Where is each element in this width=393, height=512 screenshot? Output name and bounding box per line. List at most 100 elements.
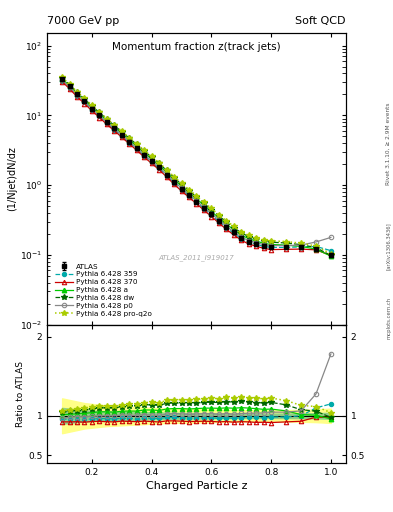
Pythia 6.428 a <box>157 162 162 168</box>
Pythia 6.428 a <box>187 189 191 196</box>
Pythia 6.428 370 <box>157 167 162 173</box>
Pythia 6.428 p0 <box>134 145 139 151</box>
Pythia 6.428 359 <box>172 180 176 186</box>
Pythia 6.428 359 <box>179 187 184 193</box>
Pythia 6.428 p0 <box>231 229 236 235</box>
Pythia 6.428 a <box>112 124 117 130</box>
Pythia 6.428 dw <box>246 233 251 240</box>
Pythia 6.428 pro-q2o <box>187 186 191 193</box>
Pythia 6.428 p0 <box>67 84 72 90</box>
Pythia 6.428 370 <box>134 147 139 154</box>
Pythia 6.428 359 <box>314 243 318 249</box>
Pythia 6.428 dw <box>149 154 154 160</box>
Text: mcplots.cern.ch: mcplots.cern.ch <box>386 296 391 338</box>
Pythia 6.428 a <box>299 243 303 249</box>
Pythia 6.428 p0 <box>60 77 64 83</box>
Pythia 6.428 dw <box>157 160 162 166</box>
Pythia 6.428 359 <box>164 173 169 179</box>
Pythia 6.428 a <box>119 131 124 137</box>
Pythia 6.428 dw <box>105 116 109 122</box>
Pythia 6.428 359 <box>187 193 191 199</box>
Pythia 6.428 370 <box>82 100 87 106</box>
Pythia 6.428 370 <box>75 94 79 100</box>
Text: 7000 GeV pp: 7000 GeV pp <box>47 16 119 26</box>
Pythia 6.428 p0 <box>269 243 274 249</box>
Pythia 6.428 359 <box>149 159 154 165</box>
Pythia 6.428 dw <box>97 110 102 116</box>
Pythia 6.428 359 <box>75 93 79 99</box>
Pythia 6.428 a <box>329 253 333 259</box>
Pythia 6.428 359 <box>299 244 303 250</box>
Pythia 6.428 370 <box>179 188 184 194</box>
Pythia 6.428 p0 <box>127 138 132 144</box>
Line: Pythia 6.428 370: Pythia 6.428 370 <box>60 79 333 258</box>
Pythia 6.428 370 <box>97 115 102 121</box>
Pythia 6.428 pro-q2o <box>75 89 79 95</box>
Pythia 6.428 a <box>246 236 251 242</box>
Pythia 6.428 pro-q2o <box>239 228 244 234</box>
Pythia 6.428 359 <box>239 236 244 242</box>
Pythia 6.428 a <box>284 242 288 248</box>
Pythia 6.428 370 <box>67 86 72 92</box>
Pythia 6.428 pro-q2o <box>164 166 169 173</box>
Pythia 6.428 p0 <box>246 238 251 244</box>
Pythia 6.428 p0 <box>149 158 154 164</box>
Pythia 6.428 359 <box>134 146 139 152</box>
Pythia 6.428 pro-q2o <box>97 109 102 115</box>
Pythia 6.428 p0 <box>142 152 147 158</box>
Pythia 6.428 dw <box>90 103 94 109</box>
Pythia 6.428 370 <box>105 121 109 127</box>
Pythia 6.428 a <box>269 241 274 247</box>
Pythia 6.428 dw <box>254 236 259 242</box>
Pythia 6.428 pro-q2o <box>299 240 303 246</box>
Pythia 6.428 p0 <box>119 132 124 138</box>
Pythia 6.428 p0 <box>284 243 288 249</box>
Pythia 6.428 p0 <box>224 223 229 229</box>
Pythia 6.428 a <box>172 177 176 183</box>
Pythia 6.428 pro-q2o <box>90 102 94 109</box>
Pythia 6.428 370 <box>202 207 206 213</box>
Pythia 6.428 p0 <box>329 234 333 241</box>
Pythia 6.428 370 <box>112 127 117 134</box>
Pythia 6.428 a <box>194 196 199 202</box>
Pythia 6.428 dw <box>60 75 64 81</box>
Pythia 6.428 pro-q2o <box>231 223 236 229</box>
Pythia 6.428 dw <box>269 239 274 245</box>
Pythia 6.428 dw <box>127 135 132 141</box>
Pythia 6.428 dw <box>284 240 288 246</box>
Pythia 6.428 370 <box>239 237 244 243</box>
Pythia 6.428 a <box>224 221 229 227</box>
Pythia 6.428 a <box>217 215 221 221</box>
Pythia 6.428 pro-q2o <box>284 239 288 245</box>
Pythia 6.428 p0 <box>179 185 184 191</box>
Text: ATLAS_2011_I919017: ATLAS_2011_I919017 <box>159 254 234 261</box>
Pythia 6.428 p0 <box>157 164 162 170</box>
Pythia 6.428 pro-q2o <box>194 193 199 199</box>
Pythia 6.428 dw <box>142 148 147 154</box>
Pythia 6.428 pro-q2o <box>67 81 72 87</box>
Pythia 6.428 pro-q2o <box>269 238 274 244</box>
Pythia 6.428 pro-q2o <box>134 141 139 147</box>
Pythia 6.428 p0 <box>217 217 221 223</box>
Pythia 6.428 dw <box>231 225 236 231</box>
Pythia 6.428 dw <box>82 96 87 102</box>
Pythia 6.428 370 <box>231 232 236 238</box>
Pythia 6.428 pro-q2o <box>142 147 147 154</box>
Pythia 6.428 359 <box>119 133 124 139</box>
Pythia 6.428 dw <box>75 90 79 96</box>
Pythia 6.428 359 <box>127 140 132 146</box>
Pythia 6.428 370 <box>254 243 259 249</box>
Pythia 6.428 359 <box>202 206 206 212</box>
Pythia 6.428 359 <box>231 230 236 237</box>
Pythia 6.428 a <box>179 183 184 189</box>
Pythia 6.428 pro-q2o <box>314 243 318 249</box>
Pythia 6.428 p0 <box>261 242 266 248</box>
Pythia 6.428 370 <box>269 246 274 252</box>
Pythia 6.428 370 <box>224 226 229 232</box>
Pythia 6.428 pro-q2o <box>202 199 206 205</box>
Pythia 6.428 dw <box>299 242 303 248</box>
Pythia 6.428 370 <box>60 78 64 84</box>
Pythia 6.428 359 <box>329 248 333 254</box>
Pythia 6.428 370 <box>149 160 154 166</box>
Pythia 6.428 dw <box>217 213 221 219</box>
